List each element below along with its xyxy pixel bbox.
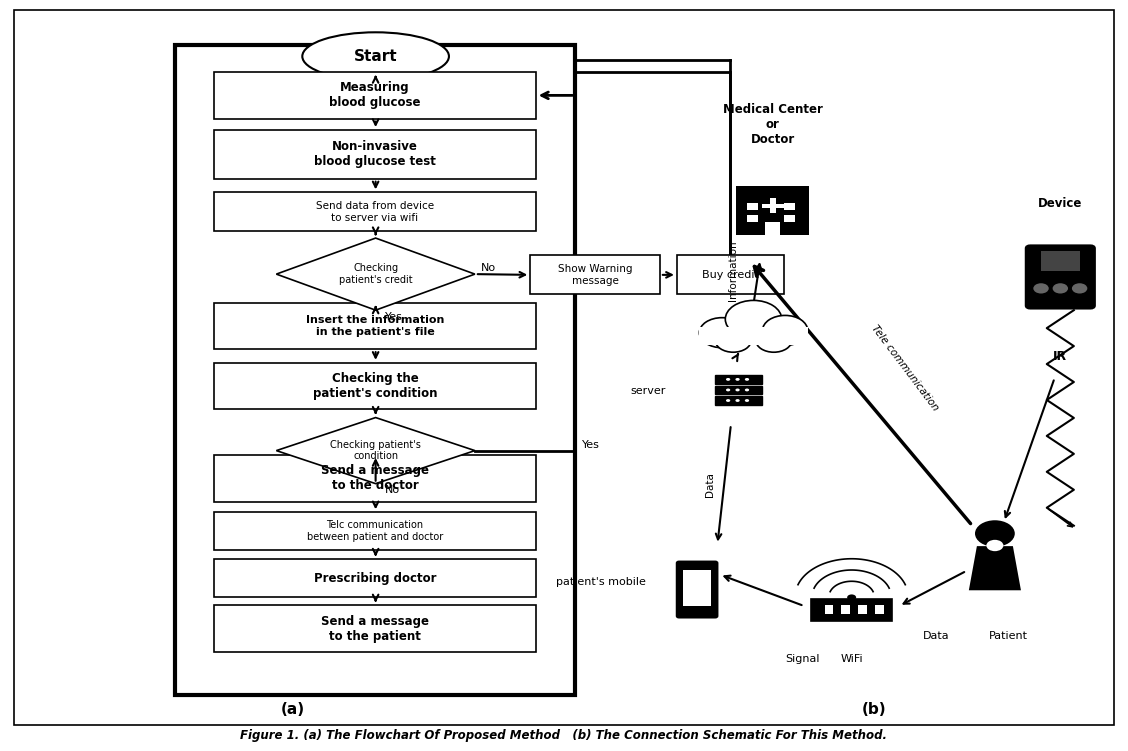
Circle shape xyxy=(1033,283,1049,294)
Text: Device: Device xyxy=(1038,198,1083,210)
Polygon shape xyxy=(737,186,810,193)
Circle shape xyxy=(735,378,740,381)
Text: Buy credit: Buy credit xyxy=(702,270,759,280)
FancyBboxPatch shape xyxy=(811,599,892,621)
Circle shape xyxy=(726,388,730,391)
Text: Send data from device
to server via wifi: Send data from device to server via wifi xyxy=(316,201,434,222)
Text: IR: IR xyxy=(1054,350,1067,363)
Text: Information: Information xyxy=(728,240,738,300)
Circle shape xyxy=(847,595,856,600)
FancyBboxPatch shape xyxy=(214,192,536,231)
Text: WiFi: WiFi xyxy=(840,653,863,664)
Text: Prescribing doctor: Prescribing doctor xyxy=(314,572,437,585)
Text: Data: Data xyxy=(923,631,950,641)
FancyBboxPatch shape xyxy=(715,397,763,405)
Text: Insert the information
in the patient's file: Insert the information in the patient's … xyxy=(306,315,444,336)
Circle shape xyxy=(715,328,751,352)
Text: Patient: Patient xyxy=(989,631,1028,641)
Circle shape xyxy=(726,378,730,381)
Circle shape xyxy=(763,315,808,345)
Polygon shape xyxy=(276,418,475,484)
Circle shape xyxy=(756,328,792,352)
FancyBboxPatch shape xyxy=(841,605,851,614)
Text: Send a message
to the doctor: Send a message to the doctor xyxy=(321,464,429,493)
Circle shape xyxy=(744,378,749,381)
FancyBboxPatch shape xyxy=(715,386,763,394)
Circle shape xyxy=(699,318,744,348)
Text: server: server xyxy=(631,385,666,396)
FancyBboxPatch shape xyxy=(1041,252,1079,271)
FancyBboxPatch shape xyxy=(784,215,795,222)
Text: Tele communication: Tele communication xyxy=(870,323,940,413)
Ellipse shape xyxy=(302,32,449,80)
FancyBboxPatch shape xyxy=(214,72,536,119)
Text: (a): (a) xyxy=(281,702,306,717)
FancyBboxPatch shape xyxy=(765,222,781,234)
FancyBboxPatch shape xyxy=(530,255,660,294)
Text: No: No xyxy=(385,484,399,495)
FancyBboxPatch shape xyxy=(214,512,536,550)
FancyBboxPatch shape xyxy=(875,605,884,614)
Text: Checking
patient's credit: Checking patient's credit xyxy=(338,264,413,285)
Text: Medical Center
or
Doctor: Medical Center or Doctor xyxy=(723,104,822,146)
Text: Start: Start xyxy=(354,49,397,64)
Text: Non-invasive
blood glucose test: Non-invasive blood glucose test xyxy=(314,140,437,168)
FancyBboxPatch shape xyxy=(699,327,808,345)
FancyBboxPatch shape xyxy=(769,198,776,213)
FancyBboxPatch shape xyxy=(715,375,763,384)
FancyBboxPatch shape xyxy=(214,363,536,409)
Text: No: No xyxy=(481,263,495,273)
FancyBboxPatch shape xyxy=(214,130,536,179)
Text: patient's mobile: patient's mobile xyxy=(556,577,646,587)
Text: Data: Data xyxy=(705,472,715,497)
Text: Figure 1. (a) The Flowchart Of Proposed Method   (b) The Connection Schematic Fo: Figure 1. (a) The Flowchart Of Proposed … xyxy=(240,729,888,743)
Text: Yes: Yes xyxy=(582,439,600,450)
FancyBboxPatch shape xyxy=(214,303,536,349)
Text: Send a message
to the patient: Send a message to the patient xyxy=(321,614,429,643)
Text: Checking the
patient's condition: Checking the patient's condition xyxy=(312,372,438,400)
FancyBboxPatch shape xyxy=(761,204,784,208)
Circle shape xyxy=(975,520,1015,547)
FancyBboxPatch shape xyxy=(784,203,795,210)
Text: Measuring
blood glucose: Measuring blood glucose xyxy=(329,81,421,110)
FancyBboxPatch shape xyxy=(737,193,810,234)
Circle shape xyxy=(725,300,782,338)
Text: Yes: Yes xyxy=(385,312,403,322)
FancyBboxPatch shape xyxy=(214,455,536,502)
Circle shape xyxy=(735,388,740,391)
FancyBboxPatch shape xyxy=(1025,246,1095,309)
Text: Telc communication
between patient and doctor: Telc communication between patient and d… xyxy=(307,520,443,541)
FancyBboxPatch shape xyxy=(684,570,711,606)
FancyBboxPatch shape xyxy=(214,559,536,597)
Text: Signal: Signal xyxy=(785,653,820,664)
FancyBboxPatch shape xyxy=(214,605,536,652)
FancyBboxPatch shape xyxy=(825,605,832,614)
Text: (b): (b) xyxy=(862,702,887,717)
Text: Checking patient's
condition: Checking patient's condition xyxy=(331,440,421,461)
FancyBboxPatch shape xyxy=(677,562,717,617)
Circle shape xyxy=(1052,283,1068,294)
FancyBboxPatch shape xyxy=(677,255,784,294)
Circle shape xyxy=(744,399,749,402)
Circle shape xyxy=(744,388,749,391)
FancyBboxPatch shape xyxy=(747,215,758,222)
Circle shape xyxy=(1072,283,1087,294)
FancyBboxPatch shape xyxy=(747,203,758,210)
Polygon shape xyxy=(969,546,1021,590)
Circle shape xyxy=(735,399,740,402)
FancyBboxPatch shape xyxy=(175,45,575,695)
Polygon shape xyxy=(276,238,475,310)
Text: Show Warning
message: Show Warning message xyxy=(557,264,633,285)
FancyBboxPatch shape xyxy=(858,605,866,614)
Circle shape xyxy=(986,540,1004,551)
Circle shape xyxy=(726,399,730,402)
FancyBboxPatch shape xyxy=(14,10,1114,725)
